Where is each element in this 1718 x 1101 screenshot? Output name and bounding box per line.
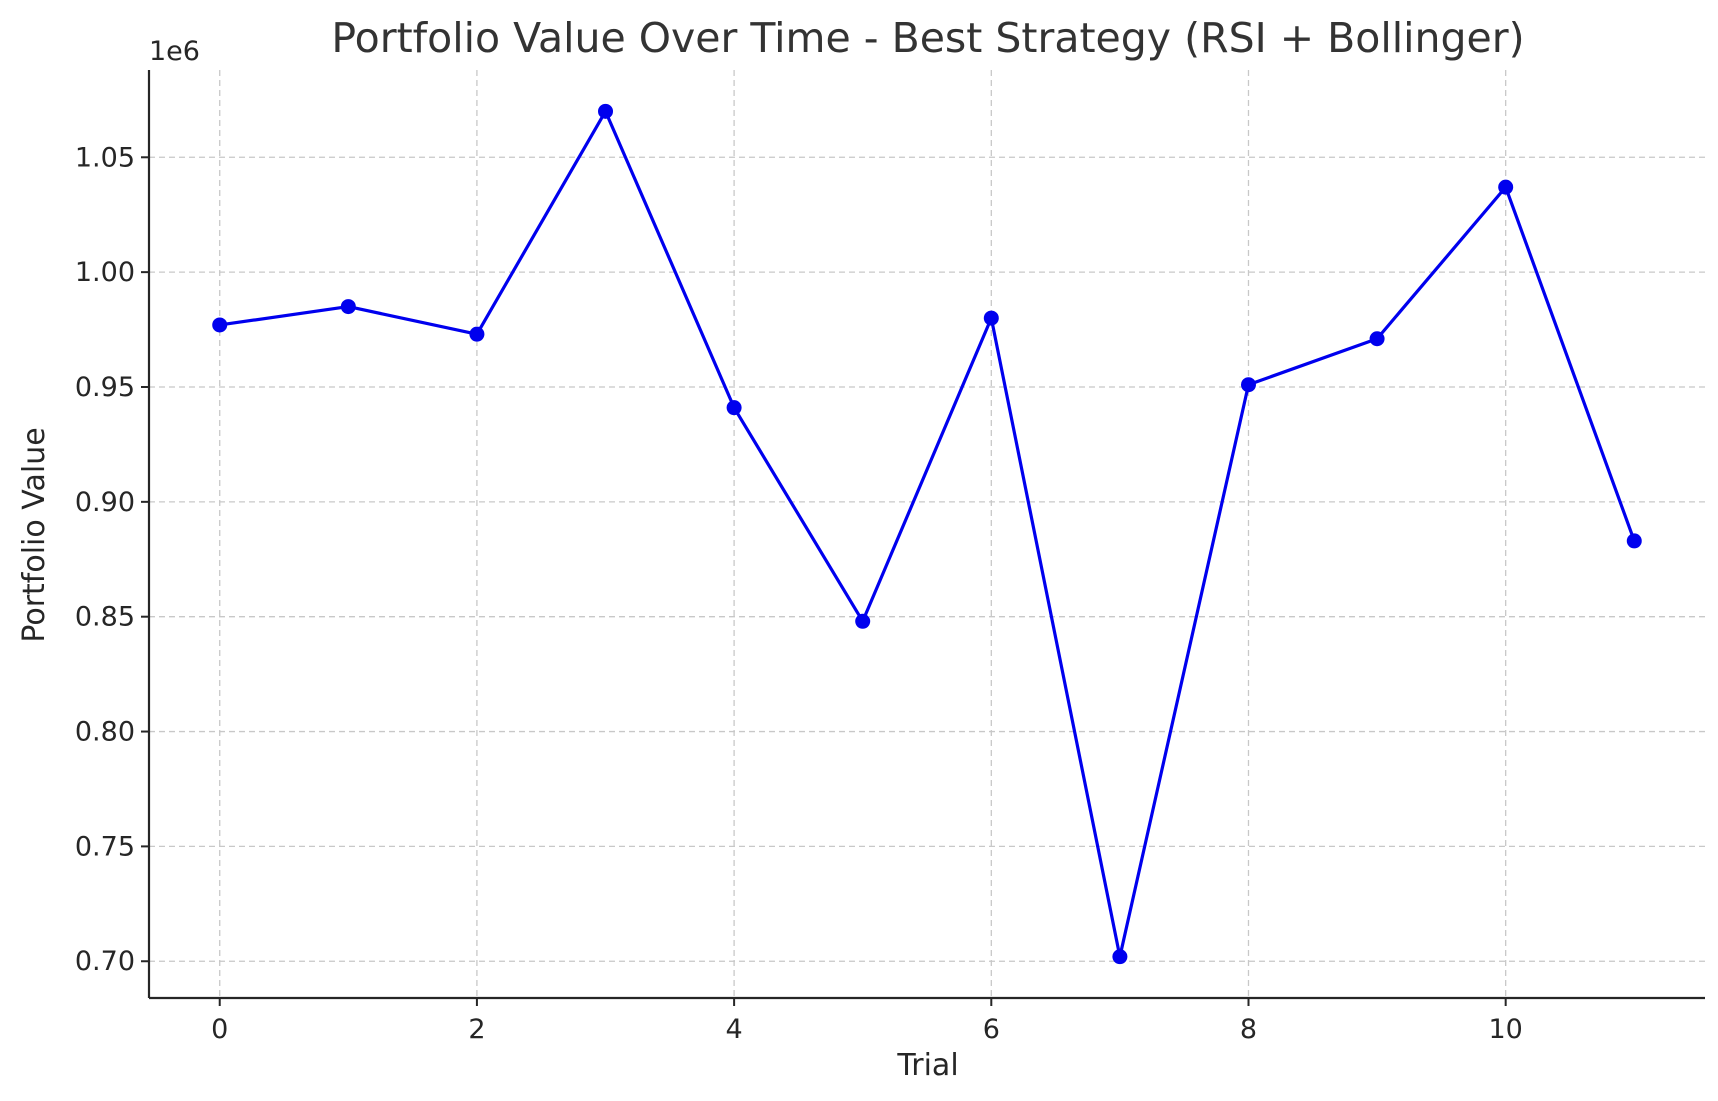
data-point: [1112, 949, 1128, 965]
y-tick-label: 0.70: [75, 946, 135, 977]
data-point: [340, 299, 356, 315]
x-tick-label: 10: [1488, 1014, 1522, 1045]
y-tick-label: 0.85: [75, 602, 135, 633]
y-tick-label: 0.95: [75, 372, 135, 403]
data-point: [1626, 533, 1642, 549]
data-point: [598, 103, 614, 119]
y-tick-label: 0.80: [75, 717, 135, 748]
y-tick-label: 0.75: [75, 831, 135, 862]
y-tick-label: 1.00: [75, 257, 135, 288]
y-offset-label: 1e6: [149, 36, 200, 67]
data-point: [855, 613, 871, 629]
grid-lines: [149, 70, 1705, 998]
y-tick-label: 1.05: [75, 142, 135, 173]
x-axis-label: Trial: [896, 1048, 958, 1083]
x-tick-label: 8: [1240, 1014, 1257, 1045]
y-axis-ticks: 0.70 0.75 0.80 0.85 0.90 0.95 1.00 1.05: [75, 142, 149, 977]
data-point: [212, 317, 228, 333]
chart-title: Portfolio Value Over Time - Best Strateg…: [331, 14, 1524, 62]
x-tick-label: 6: [983, 1014, 1000, 1045]
data-point: [1498, 179, 1514, 195]
x-tick-label: 0: [211, 1014, 228, 1045]
series-line: [219, 109, 1636, 959]
x-tick-label: 4: [726, 1014, 743, 1045]
x-tick-label: 2: [468, 1014, 485, 1045]
y-axis-label: Portfolio Value: [17, 427, 52, 642]
x-axis-ticks: 0 2 4 6 8 10: [211, 998, 1523, 1045]
data-point: [983, 310, 999, 326]
series-group: [212, 103, 1642, 965]
data-point: [726, 400, 742, 416]
data-point: [1369, 331, 1385, 347]
y-tick-label: 0.90: [75, 487, 135, 518]
axes: [147, 70, 1705, 1000]
data-point: [1240, 377, 1256, 393]
data-point: [469, 326, 485, 342]
